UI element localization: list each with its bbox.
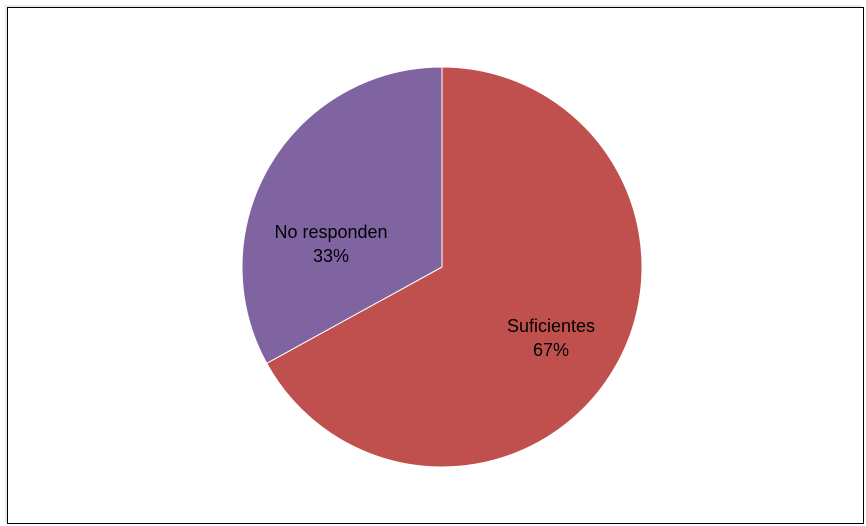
pie-slice-suficientes	[266, 66, 643, 468]
slice-label-no-responden: No responden 33%	[274, 222, 387, 266]
slice-percent-label: 33%	[313, 246, 349, 266]
slice-label-suficientes: Suficientes 67%	[507, 316, 595, 360]
slice-category-label: No responden	[274, 222, 387, 242]
pie-chart: Suficientes 67% No responden 33%	[241, 66, 643, 468]
slice-percent-label: 67%	[533, 340, 569, 360]
slice-category-label: Suficientes	[507, 316, 595, 336]
pie-slice-no-responden	[241, 66, 443, 365]
chart-frame: Suficientes 67% No responden 33%	[7, 7, 864, 524]
